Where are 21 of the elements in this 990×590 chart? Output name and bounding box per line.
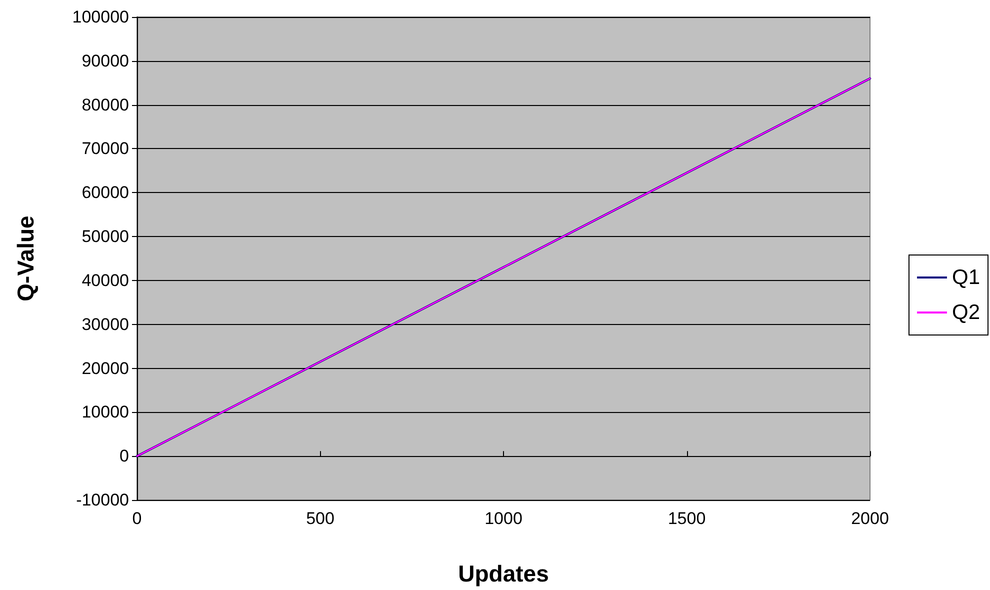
x-tick-label: 2000 xyxy=(851,509,889,528)
y-tick-label: 40000 xyxy=(82,270,129,290)
y-tick-label: 80000 xyxy=(82,95,129,114)
y-tick-label: 20000 xyxy=(82,358,129,378)
y-tick-label: 50000 xyxy=(82,227,129,246)
y-tick-label: 70000 xyxy=(82,139,129,158)
y-tick-label: 100000 xyxy=(72,8,129,26)
y-tick-label: 90000 xyxy=(82,51,129,70)
y-tick-label: 60000 xyxy=(82,183,129,202)
x-tick-label: 500 xyxy=(306,509,334,528)
y-tick-label: 10000 xyxy=(82,402,129,422)
x-axis-title: Updates xyxy=(458,560,549,586)
x-tick-label: 0 xyxy=(132,509,142,528)
y-tick-label: 30000 xyxy=(82,314,129,334)
y-axis-title: Q-Value xyxy=(12,216,38,302)
x-tick-label: 1000 xyxy=(484,509,522,528)
x-tick-label: 1500 xyxy=(668,509,706,528)
y-tick-label: -10000 xyxy=(76,490,129,510)
legend-label: Q2 xyxy=(952,301,980,324)
legend-label: Q1 xyxy=(952,266,980,289)
y-tick-label: 0 xyxy=(120,446,129,466)
